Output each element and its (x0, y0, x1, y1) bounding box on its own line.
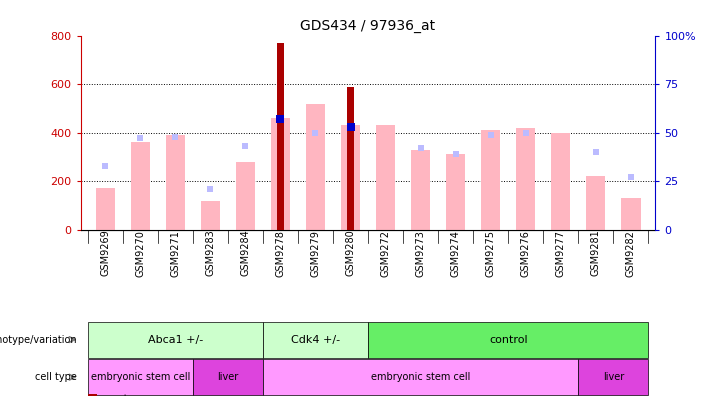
Bar (376, 126, 395, 230)
Bar (368, 322, 648, 358)
Bar (446, 154, 465, 230)
Text: genotype/variation: genotype/variation (0, 335, 77, 345)
Text: cell type: cell type (35, 372, 77, 383)
Title: GDS434 / 97936_at: GDS434 / 97936_at (301, 19, 435, 33)
Text: GSM9273: GSM9273 (416, 230, 426, 276)
Bar (516, 128, 536, 230)
Bar (165, 135, 185, 230)
Bar (88, 322, 263, 358)
Text: GSM9275: GSM9275 (486, 230, 496, 277)
Text: embryonic stem cell: embryonic stem cell (371, 372, 470, 382)
Bar (236, 162, 255, 230)
Bar (263, 359, 578, 395)
Bar (277, 43, 285, 230)
Text: GSM9276: GSM9276 (521, 230, 531, 276)
Text: GSM9284: GSM9284 (240, 230, 250, 276)
Bar (586, 176, 606, 230)
Text: GSM9279: GSM9279 (311, 230, 320, 276)
Bar (551, 133, 571, 230)
Text: Abca1 +/-: Abca1 +/- (148, 335, 203, 345)
Text: GSM9282: GSM9282 (626, 230, 636, 276)
Bar (306, 103, 325, 230)
Text: GSM9283: GSM9283 (205, 230, 215, 276)
Bar (411, 150, 430, 230)
Bar (341, 126, 360, 230)
Bar (200, 200, 220, 230)
Text: liver: liver (603, 372, 624, 382)
Bar (347, 87, 355, 230)
Text: GSM9278: GSM9278 (275, 230, 285, 276)
Text: control: control (489, 335, 528, 345)
Bar (88, 359, 193, 395)
Bar (578, 359, 648, 395)
Text: embryonic stem cell: embryonic stem cell (90, 372, 190, 382)
Text: Cdk4 +/-: Cdk4 +/- (291, 335, 340, 345)
Text: GSM9274: GSM9274 (451, 230, 461, 276)
Text: GSM9271: GSM9271 (170, 230, 180, 276)
Text: GSM9281: GSM9281 (591, 230, 601, 276)
Text: GSM9269: GSM9269 (100, 230, 110, 276)
Text: GSM9270: GSM9270 (135, 230, 145, 276)
Bar (481, 130, 501, 230)
Text: GSM9272: GSM9272 (381, 230, 390, 277)
Bar (621, 198, 641, 230)
Text: liver: liver (217, 372, 238, 382)
Bar (193, 359, 263, 395)
Text: GSM9280: GSM9280 (346, 230, 355, 276)
Bar (95, 188, 115, 230)
Text: count: count (100, 394, 128, 396)
Bar (263, 322, 368, 358)
Text: GSM9277: GSM9277 (556, 230, 566, 277)
Bar (271, 118, 290, 230)
Bar (130, 142, 150, 230)
